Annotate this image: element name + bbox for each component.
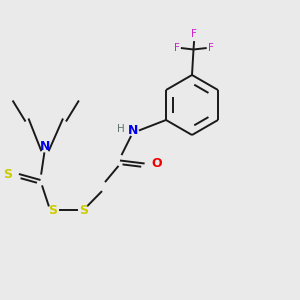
Text: N: N: [128, 124, 139, 137]
Text: S: S: [3, 167, 12, 181]
Text: S: S: [80, 203, 88, 217]
Text: O: O: [151, 157, 162, 170]
Text: F: F: [208, 43, 214, 53]
Text: F: F: [191, 29, 197, 39]
Text: H: H: [117, 124, 125, 134]
Text: N: N: [40, 140, 50, 154]
Text: F: F: [173, 43, 179, 53]
Text: S: S: [48, 203, 57, 217]
